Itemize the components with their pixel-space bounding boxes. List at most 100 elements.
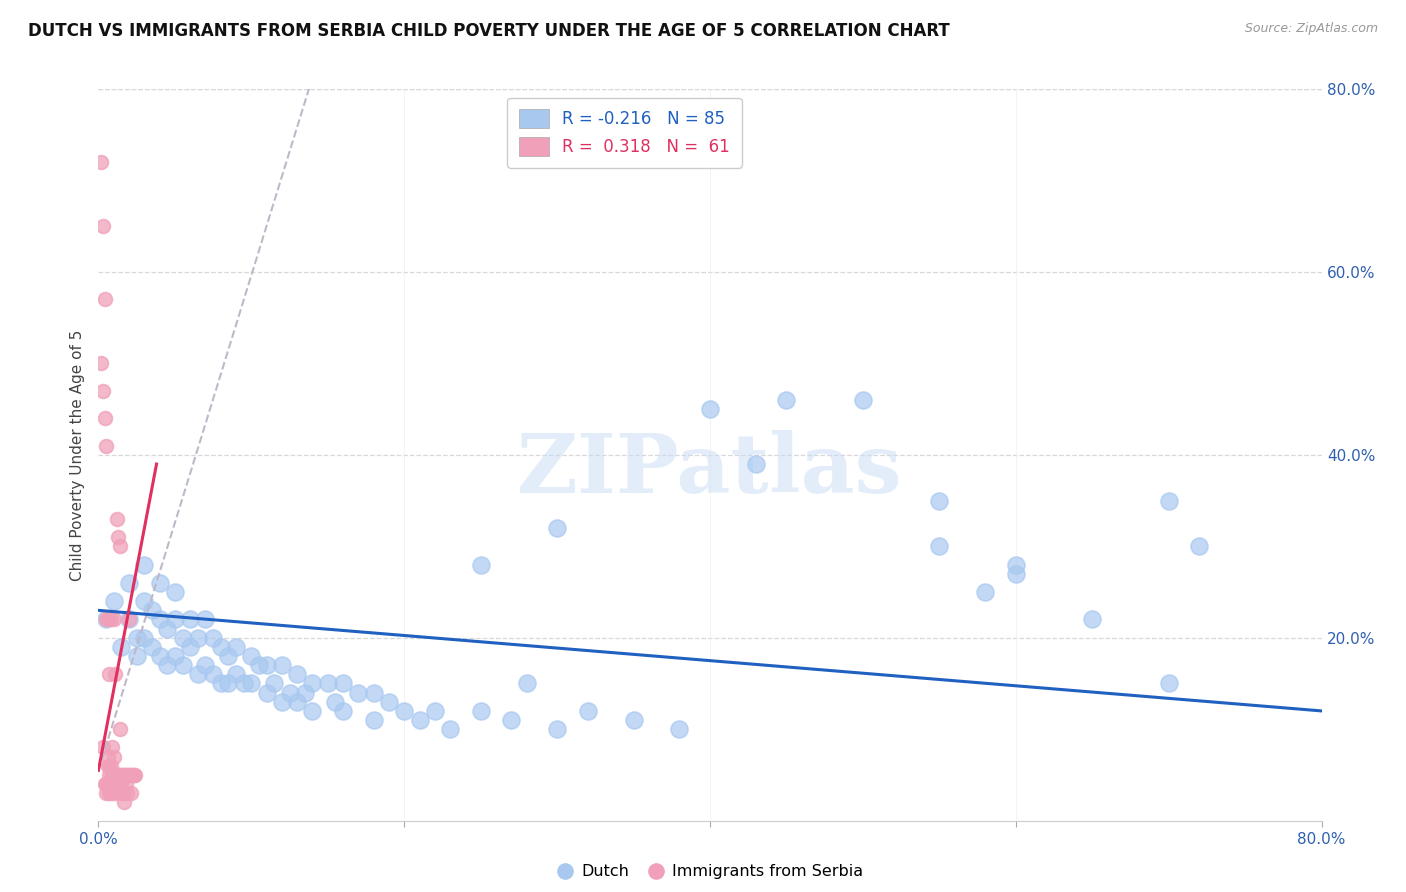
Point: [107, 530, 129, 544]
Point: [105, 768, 128, 782]
Point: [194, 658, 217, 673]
Point: [316, 676, 339, 690]
Point: [141, 603, 163, 617]
Point: [775, 392, 797, 407]
Point: [117, 768, 139, 782]
Point: [699, 402, 721, 417]
Point: [156, 658, 179, 673]
Point: [90, 356, 112, 371]
Point: [90, 155, 112, 169]
Point: [325, 695, 347, 709]
Point: [501, 713, 523, 727]
Point: [225, 667, 247, 681]
Point: [103, 749, 125, 764]
Point: [202, 631, 225, 645]
Point: [124, 768, 146, 782]
Point: [111, 786, 134, 800]
Point: [247, 658, 270, 673]
Point: [179, 613, 201, 627]
Point: [408, 713, 430, 727]
Point: [134, 558, 156, 572]
Point: [1157, 493, 1180, 508]
Point: [187, 631, 209, 645]
Point: [118, 613, 141, 627]
Point: [623, 713, 645, 727]
Point: [470, 558, 492, 572]
Point: [179, 640, 201, 654]
Point: [111, 768, 134, 782]
Point: [103, 594, 125, 608]
Point: [240, 649, 263, 664]
Point: [285, 667, 308, 681]
Point: [745, 457, 768, 471]
Point: [98, 786, 121, 800]
Point: [172, 631, 194, 645]
Point: [97, 758, 120, 772]
Point: [928, 493, 950, 508]
Point: [98, 758, 121, 772]
Point: [263, 676, 285, 690]
Point: [112, 796, 135, 810]
Point: [378, 695, 401, 709]
Point: [156, 622, 179, 636]
Point: [225, 640, 247, 654]
Point: [546, 723, 568, 737]
Point: [332, 676, 354, 690]
Point: [103, 613, 125, 627]
Point: [439, 723, 461, 737]
Point: [104, 667, 127, 681]
Point: [423, 704, 446, 718]
Point: [93, 293, 115, 307]
Point: [1004, 566, 1026, 581]
Point: [115, 768, 138, 782]
Point: [928, 539, 950, 553]
Point: [163, 613, 186, 627]
Point: [576, 704, 599, 718]
Point: [91, 219, 114, 234]
Point: [94, 777, 117, 791]
Point: [97, 777, 120, 791]
Point: [125, 631, 148, 645]
Point: [97, 613, 120, 627]
Point: [516, 676, 538, 690]
Point: [110, 768, 132, 782]
Point: [107, 768, 129, 782]
Point: [104, 786, 127, 800]
Point: [120, 786, 142, 800]
Point: [209, 640, 232, 654]
Point: [118, 576, 141, 591]
Point: [1004, 558, 1026, 572]
Point: [103, 768, 125, 782]
Point: [101, 777, 124, 791]
Point: [105, 777, 128, 791]
Point: [1157, 676, 1180, 690]
Point: [332, 704, 354, 718]
Text: DUTCH VS IMMIGRANTS FROM SERBIA CHILD POVERTY UNDER THE AGE OF 5 CORRELATION CHA: DUTCH VS IMMIGRANTS FROM SERBIA CHILD PO…: [28, 22, 950, 40]
Point: [470, 704, 492, 718]
Point: [294, 685, 316, 699]
Point: [240, 676, 263, 690]
Point: [285, 695, 308, 709]
Point: [117, 786, 139, 800]
Point: [163, 585, 186, 599]
Text: Source: ZipAtlas.com: Source: ZipAtlas.com: [1244, 22, 1378, 36]
Point: [103, 768, 125, 782]
Point: [100, 786, 122, 800]
Point: [217, 649, 239, 664]
Point: [202, 667, 225, 681]
Point: [187, 667, 209, 681]
Point: [852, 392, 875, 407]
Point: [93, 777, 115, 791]
Point: [98, 667, 121, 681]
Point: [108, 723, 131, 737]
Point: [108, 539, 131, 553]
Point: [209, 676, 232, 690]
Point: [149, 649, 172, 664]
Point: [110, 786, 132, 800]
Point: [546, 521, 568, 535]
Point: [108, 768, 131, 782]
Point: [301, 676, 323, 690]
Text: ZIPatlas: ZIPatlas: [517, 430, 903, 509]
Point: [104, 768, 127, 782]
Point: [149, 576, 172, 591]
